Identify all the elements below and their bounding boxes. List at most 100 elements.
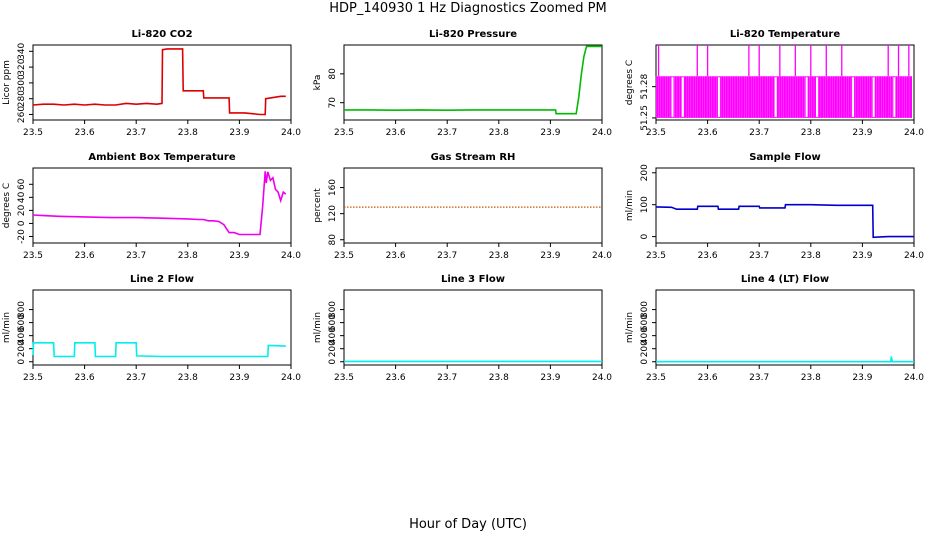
y-axis-label: degrees C <box>2 183 12 228</box>
y-tick-label: 300 <box>17 74 27 91</box>
y-tick-label: 120 <box>328 205 338 222</box>
x-tick-label: 24.0 <box>904 251 924 261</box>
y-tick-label: 160 <box>328 179 338 196</box>
plot-frame <box>655 289 915 366</box>
y-tick-label: 800 <box>328 301 338 318</box>
panel-title: Li-820 CO2 <box>131 29 192 40</box>
y-tick-label: 0 <box>328 359 338 365</box>
y-axis-label: degrees C <box>625 60 635 105</box>
panel-title: Li-820 Pressure <box>429 29 517 40</box>
x-tick-label: 24.0 <box>592 251 612 261</box>
panel-title: Line 3 Flow <box>441 274 505 285</box>
x-tick-label: 23.9 <box>540 128 560 138</box>
x-tick-label: 23.5 <box>23 128 43 138</box>
noise-gap <box>671 77 674 117</box>
x-tick-label: 23.9 <box>852 251 872 261</box>
panel-8: Line 3 Flow ml/min 23.5 23.6 23.7 23.8 23.9 24.… <box>313 274 612 383</box>
x-tick-label: 23.7 <box>437 128 457 138</box>
noise-gap <box>717 77 720 117</box>
y-tick-label: 400 <box>640 327 650 344</box>
y-tick-label: 51.25 <box>640 105 650 131</box>
y-tick-label: 600 <box>328 314 338 331</box>
x-tick-label: 23.7 <box>126 128 146 138</box>
x-tick-label: 23.6 <box>386 251 406 261</box>
noise-gap <box>681 77 684 117</box>
x-tick-label: 23.8 <box>178 373 198 383</box>
x-tick-label: 23.9 <box>229 373 249 383</box>
x-tick-label: 23.6 <box>698 373 718 383</box>
x-tick-label: 23.9 <box>229 128 249 138</box>
x-tick-label: 23.6 <box>75 128 95 138</box>
series-line <box>344 45 602 115</box>
x-tick-label: 24.0 <box>281 373 301 383</box>
panel-title: Ambient Box Temperature <box>88 152 235 163</box>
series-line <box>656 356 914 363</box>
y-tick-label: 51.28 <box>640 74 650 100</box>
panel-7: Line 2 Flow ml/min 23.5 23.6 23.7 23.8 23.9 24.… <box>2 274 301 383</box>
x-tick-label: 23.8 <box>489 128 509 138</box>
plot-frame <box>32 167 292 244</box>
x-tick-label: 24.0 <box>592 128 612 138</box>
x-tick-label: 23.5 <box>646 373 666 383</box>
y-tick-label: 0 <box>17 220 27 226</box>
y-tick-label: 60 <box>17 178 27 190</box>
plot-frame <box>343 167 603 244</box>
y-axis-label: percent <box>313 188 323 223</box>
y-tick-label: 400 <box>328 327 338 344</box>
x-tick-label: 23.5 <box>646 251 666 261</box>
y-tick-label: 320 <box>17 58 27 75</box>
panel-6: Sample Flow ml/min 23.5 23.6 23.7 23.8 23.9 24.… <box>625 152 924 261</box>
panel-title: Line 4 (LT) Flow <box>741 274 829 285</box>
y-tick-label: 340 <box>17 42 27 59</box>
panel-4: Ambient Box Temperature degrees C 23.5 23.6… <box>2 152 301 261</box>
panel-2: Li-820 Pressure kPa 23.5 23.6 23.7 23.8 23.9 24… <box>313 29 612 138</box>
y-tick-label: 0 <box>640 233 650 239</box>
series-line <box>32 341 286 358</box>
x-tick-label: 23.6 <box>698 251 718 261</box>
x-tick-label: 23.9 <box>229 251 249 261</box>
panel-title: Sample Flow <box>749 152 821 163</box>
x-tick-label: 24.0 <box>904 373 924 383</box>
series-line <box>32 171 287 236</box>
y-tick-label: 200 <box>17 340 27 357</box>
panel-5: Gas Stream RH percent 23.5 23.6 23.7 23.8 23.9… <box>313 152 612 261</box>
panel-title: Li-820 Temperature <box>730 29 840 40</box>
noise-gap <box>852 77 855 117</box>
x-tick-label: 23.5 <box>334 373 354 383</box>
x-tick-label: 23.5 <box>334 251 354 261</box>
y-tick-label: 400 <box>17 327 27 344</box>
panel-title: Gas Stream RH <box>431 152 516 163</box>
x-tick-label: 23.7 <box>749 373 769 383</box>
x-tick-label: 23.6 <box>698 128 718 138</box>
y-tick-label: 80 <box>328 234 338 246</box>
x-tick-label: 23.5 <box>334 128 354 138</box>
x-tick-label: 23.8 <box>801 251 821 261</box>
x-tick-label: 24.0 <box>281 128 301 138</box>
x-tick-label: 23.9 <box>540 373 560 383</box>
x-tick-label: 23.9 <box>540 251 560 261</box>
panel-9: Line 4 (LT) Flow ml/min 23.5 23.6 23.7 23.8 23… <box>625 274 924 383</box>
panel-1: Li-820 CO2 Licor ppm 23.5 23.6 23.7 23.8 23.9 2… <box>2 29 301 138</box>
x-tick-label: 23.8 <box>801 373 821 383</box>
series-line <box>32 48 286 116</box>
x-tick-label: 23.8 <box>489 251 509 261</box>
x-tick-label: 23.8 <box>178 128 198 138</box>
x-tick-label: 23.6 <box>386 373 406 383</box>
temperature-band <box>655 45 912 118</box>
noise-gap <box>774 77 777 117</box>
main-title: HDP_140930 1 Hz Diagnostics Zoomed PM <box>329 1 607 16</box>
x-tick-label: 23.6 <box>75 251 95 261</box>
y-tick-label: 80 <box>328 68 338 80</box>
y-tick-label: 200 <box>328 340 338 357</box>
y-axis-label: ml/min <box>625 190 635 221</box>
series-line <box>655 203 914 239</box>
y-tick-label: 260 <box>17 106 27 123</box>
x-tick-label: 23.8 <box>801 128 821 138</box>
x-tick-label: 23.7 <box>126 251 146 261</box>
x-tick-label: 23.7 <box>749 128 769 138</box>
x-tick-label: 23.7 <box>437 373 457 383</box>
y-axis-label: ml/min <box>2 312 12 343</box>
x-tick-label: 23.7 <box>126 373 146 383</box>
x-tick-label: 24.0 <box>904 128 924 138</box>
